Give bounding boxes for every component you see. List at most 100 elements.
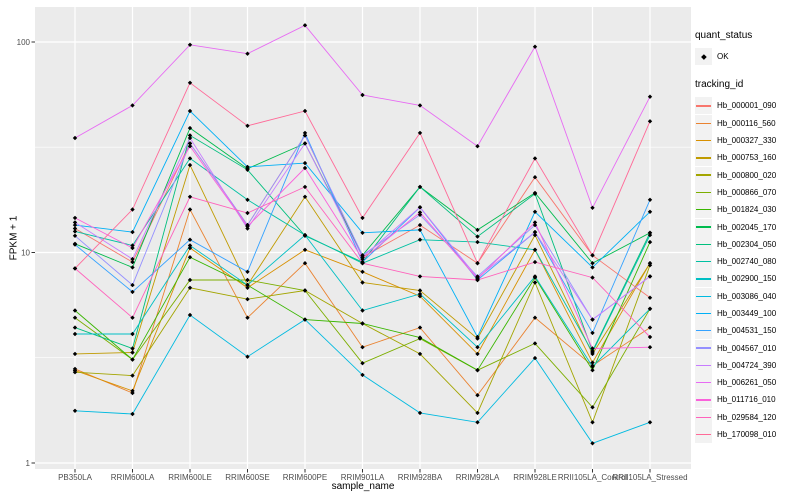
legend-color-line bbox=[696, 416, 711, 418]
y-axis-ticks bbox=[31, 41, 35, 464]
svg-text:RRIM600LE: RRIM600LE bbox=[168, 473, 212, 482]
legend-color-line bbox=[696, 226, 711, 228]
legend-item-tracking: Hb_006261_050 bbox=[695, 374, 799, 392]
legend-item-label: Hb_006261_050 bbox=[717, 378, 777, 388]
svg-text:RRII105LA_Stressed: RRII105LA_Stressed bbox=[612, 473, 687, 482]
x-axis-labels: PB350LA RRIM600LA RRIM600LE RRIM600SE RRIM60… bbox=[58, 473, 687, 482]
legend-item-tracking: Hb_170098_010 bbox=[695, 426, 799, 444]
legend-tracking-items: Hb_000001_090 Hb_000116_560 Hb_000327_330 H… bbox=[695, 97, 799, 444]
legend-key-box bbox=[695, 356, 712, 374]
legend-item-label: Hb_003086_040 bbox=[717, 291, 777, 301]
x-axis-ticks bbox=[74, 469, 651, 473]
legend-color-line bbox=[696, 399, 711, 401]
legend-color-line bbox=[696, 381, 711, 384]
legend-key-box bbox=[695, 97, 712, 115]
legend-color-line bbox=[696, 122, 711, 124]
legend-item-tracking: Hb_000116_560 bbox=[695, 114, 799, 132]
legend-item-tracking: Hb_011716_010 bbox=[695, 391, 799, 409]
legend-key-box bbox=[695, 166, 712, 184]
legend-key-box bbox=[695, 287, 712, 305]
legend-key-box bbox=[695, 374, 712, 392]
legend-key-box bbox=[695, 235, 712, 253]
legend-key-box bbox=[695, 183, 712, 201]
legend-color-line bbox=[696, 312, 711, 315]
legend-item-label: Hb_000800_020 bbox=[717, 170, 777, 180]
legend-key-box bbox=[695, 322, 712, 340]
legend-item-tracking: Hb_003449_100 bbox=[695, 305, 799, 322]
legend-item-tracking: Hb_002045_170 bbox=[695, 218, 799, 236]
legend-color-line bbox=[696, 330, 711, 332]
legend-color-line bbox=[696, 174, 711, 176]
x-axis-title: sample_name bbox=[331, 481, 395, 492]
legend-item-label: Hb_170098_010 bbox=[717, 430, 777, 440]
legend-item-label: Hb_029584_120 bbox=[717, 412, 777, 422]
legend-item-label: Hb_004531_150 bbox=[717, 326, 777, 336]
svg-text:RRIM600PE: RRIM600PE bbox=[283, 473, 327, 482]
legend-item-tracking: Hb_003086_040 bbox=[695, 287, 799, 305]
legend-item-tracking: Hb_000001_090 bbox=[695, 97, 799, 115]
svg-text:PB350LA: PB350LA bbox=[58, 473, 92, 482]
svg-text:RRIM928BA: RRIM928BA bbox=[398, 473, 443, 482]
legend-item-tracking: Hb_029584_120 bbox=[695, 408, 799, 426]
legend-color-line bbox=[696, 295, 711, 297]
svg-text:RRIM600LA: RRIM600LA bbox=[111, 473, 155, 482]
legend-key-box bbox=[695, 149, 712, 167]
svg-text:RRIM901LA: RRIM901LA bbox=[341, 473, 385, 482]
legend-item-label: Hb_002900_150 bbox=[717, 274, 777, 284]
svg-text:RRIM928LE: RRIM928LE bbox=[513, 473, 557, 482]
legend-color-line bbox=[696, 191, 711, 194]
legend-item-tracking: Hb_002740_080 bbox=[695, 253, 799, 271]
legend-key-box bbox=[695, 253, 712, 271]
legend-color-line bbox=[696, 364, 711, 367]
svg-text:100: 100 bbox=[17, 38, 31, 47]
ok-diamond-icon bbox=[700, 53, 707, 60]
legend-item-label: Hb_002304_050 bbox=[717, 239, 777, 249]
svg-text:10: 10 bbox=[21, 248, 30, 257]
legend-color-line bbox=[696, 209, 711, 211]
y-axis-labels: 1 10 100 bbox=[17, 38, 31, 468]
legend-item-label: Hb_000001_090 bbox=[717, 101, 777, 111]
legend-key-box bbox=[695, 270, 712, 288]
y-axis-title: FPKM + 1 bbox=[8, 215, 20, 261]
legend-key-box bbox=[695, 391, 712, 409]
legend-item-tracking: Hb_000866_070 bbox=[695, 183, 799, 201]
legend-item-label: Hb_000116_560 bbox=[717, 118, 776, 128]
legend-item-label: Hb_004724_390 bbox=[717, 360, 777, 370]
legend-color-line bbox=[696, 433, 711, 436]
legend-key-box bbox=[695, 201, 712, 219]
svg-text:RRIM928LA: RRIM928LA bbox=[456, 473, 500, 482]
legend-item-tracking: Hb_000327_330 bbox=[695, 132, 799, 150]
legend-color-line bbox=[696, 139, 711, 142]
legend-key-box bbox=[695, 305, 712, 322]
legend-key-box bbox=[695, 339, 712, 357]
legend-color-line bbox=[696, 260, 711, 263]
legend-title-quant-status: quant_status bbox=[695, 30, 753, 41]
svg-text:1: 1 bbox=[26, 459, 31, 468]
svg-text:RRII105LA_Control: RRII105LA_Control bbox=[558, 473, 628, 482]
legend-color-line bbox=[696, 157, 711, 159]
legend-item-label: Hb_011716_010 bbox=[717, 395, 776, 405]
data-points bbox=[72, 23, 653, 446]
legend-item-label: Hb_002045_170 bbox=[717, 222, 777, 232]
legend-item-label: Hb_001824_030 bbox=[717, 205, 777, 215]
legend-item-tracking: Hb_004531_150 bbox=[695, 322, 799, 340]
legend-item-quant-ok: OK bbox=[695, 48, 799, 66]
legend-item-tracking: Hb_004567_010 bbox=[695, 339, 799, 357]
legend-key-box bbox=[695, 218, 712, 236]
legend-panel: quant_status OK tracking_id Hb_000001_09… bbox=[695, 30, 799, 444]
legend-key-box bbox=[695, 408, 712, 426]
svg-text:RRIM600SE: RRIM600SE bbox=[225, 473, 269, 482]
legend-item-tracking: Hb_002304_050 bbox=[695, 235, 799, 253]
legend-item-tracking: Hb_004724_390 bbox=[695, 356, 799, 374]
legend-color-line bbox=[696, 347, 711, 349]
legend-item-label: Hb_002740_080 bbox=[717, 257, 777, 267]
legend-item-label: OK bbox=[717, 52, 729, 62]
legend-color-line bbox=[696, 105, 711, 107]
legend-item-tracking: Hb_001824_030 bbox=[695, 201, 799, 219]
legend-item-label: Hb_000866_070 bbox=[717, 187, 777, 197]
legend-item-tracking: Hb_000753_160 bbox=[695, 149, 799, 167]
legend-item-label: Hb_000327_330 bbox=[717, 136, 777, 146]
legend-color-line bbox=[696, 243, 711, 245]
